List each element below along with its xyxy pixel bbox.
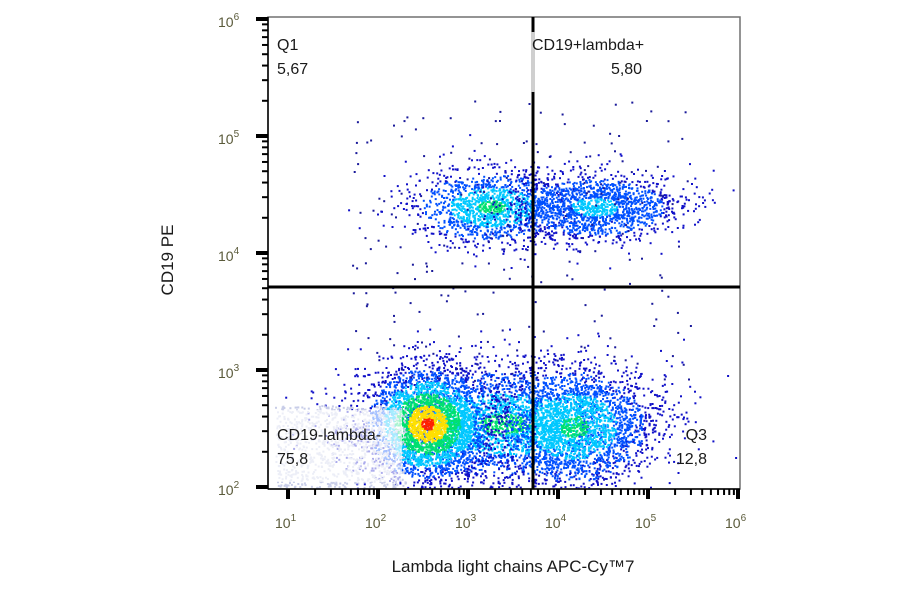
x-tick-label: 105 — [635, 513, 657, 531]
q4-percent: 75,8 — [277, 451, 309, 468]
y-tick-label: 106 — [218, 12, 240, 30]
q1-name: Q1 — [277, 37, 299, 54]
q1-percent: 5,67 — [277, 61, 309, 78]
y-axis-title: CD19 PE — [158, 224, 177, 296]
x-tick-label: 104 — [545, 513, 567, 531]
x-tick-label: 101 — [275, 513, 297, 531]
q4-label-background — [272, 410, 402, 482]
quadrant-q1-label: Q1 5,67 — [277, 34, 308, 82]
quadrant-q4-label: CD19-lambda- 75,8 — [277, 424, 381, 472]
vertical-gate-label-gap — [531, 32, 535, 92]
quadrant-q3-label: Q3 12,8 — [676, 424, 707, 472]
q2-percent: 5,80 — [610, 61, 643, 78]
y-tick-label: 103 — [218, 363, 240, 381]
quadrant-q2-label: CD19+lambda+ 5,80 — [532, 34, 644, 82]
q2-name: CD19+lambda+ — [532, 37, 645, 54]
x-tick-label: 106 — [725, 513, 747, 531]
x-tick-label: 102 — [365, 513, 387, 531]
y-tick-label: 105 — [218, 129, 240, 147]
y-tick-label: 102 — [218, 480, 240, 498]
q4-name: CD19-lambda- — [277, 427, 382, 444]
x-axis-title: Lambda light chains APC-Cy™7 — [391, 557, 635, 576]
q3-percent: 12,8 — [675, 451, 707, 468]
axis-ticks — [256, 17, 740, 499]
y-tick-label: 104 — [218, 246, 240, 264]
q3-name: Q3 — [685, 427, 707, 444]
x-tick-label: 103 — [455, 513, 477, 531]
